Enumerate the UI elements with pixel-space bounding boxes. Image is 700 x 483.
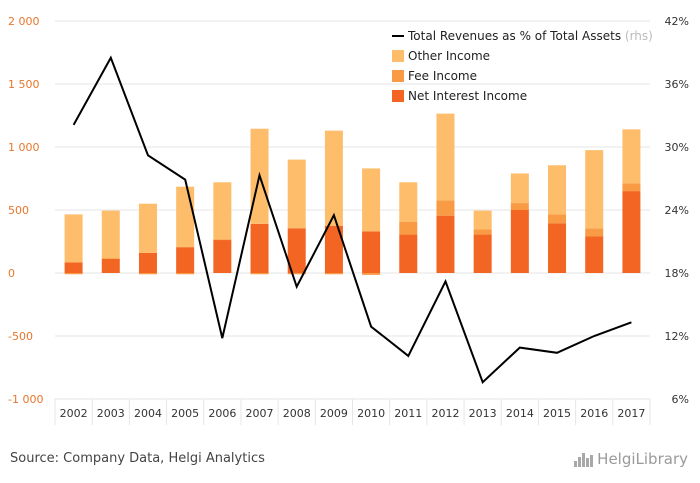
logo-text: HelgiLibrary	[597, 450, 688, 468]
bar-other-income	[436, 113, 455, 201]
x-tick-label: 2008	[283, 407, 311, 420]
bar-other-income	[622, 129, 641, 184]
logo-bars-icon	[574, 451, 594, 467]
source-note: Source: Company Data, Helgi Analytics	[10, 451, 265, 466]
bar-net-interest-income	[362, 231, 381, 273]
bar-other-income	[64, 214, 83, 263]
bar-net-interest-income	[324, 225, 343, 273]
y-tick-label-right: 12%	[665, 330, 689, 343]
helgi-library-logo: HelgiLibrary	[574, 450, 688, 468]
y-tick-label-right: 6%	[672, 393, 689, 406]
bar-fee-income	[622, 183, 641, 192]
bar-net-interest-income	[101, 258, 120, 273]
x-tick-label: 2005	[171, 407, 199, 420]
bar-net-interest-income	[436, 215, 455, 273]
bar-other-income	[101, 210, 120, 259]
bar-net-interest-income	[138, 252, 157, 273]
x-tick-label: 2014	[506, 407, 534, 420]
bar-net-interest-income	[510, 210, 529, 273]
line-total-revenues-pct-assets	[72, 55, 632, 384]
x-tick-label: 2012	[431, 407, 459, 420]
y-tick-label-left: -500	[8, 330, 33, 343]
y-tick-label-left: -1 000	[8, 393, 43, 406]
x-tick-label: 2017	[617, 407, 645, 420]
x-tick-label: 2013	[469, 407, 497, 420]
legend-label: Total Revenues as % of Total Assets (rhs…	[407, 29, 653, 43]
x-tick-label: 2015	[543, 407, 571, 420]
bar-net-interest-income	[250, 223, 269, 273]
y-tick-label-right: 18%	[665, 267, 689, 280]
y-tick-label-left: 2 000	[8, 15, 40, 28]
bar-fee-income	[510, 203, 529, 210]
y-tick-label-left: 0	[8, 267, 15, 280]
bar-net-interest-income	[473, 234, 492, 273]
bar-fee-income	[250, 273, 269, 275]
y-tick-label-left: 500	[8, 204, 29, 217]
legend-swatch	[392, 50, 404, 62]
bar-net-interest-income	[622, 191, 641, 273]
bar-fee-income	[64, 273, 83, 275]
bar-fee-income	[213, 239, 232, 241]
bar-other-income	[510, 173, 529, 204]
legend-swatch	[392, 90, 404, 102]
bar-other-income	[176, 186, 195, 248]
bar-other-income	[473, 210, 492, 230]
bar-net-interest-income	[213, 239, 232, 273]
legend-label: Other Income	[408, 49, 490, 63]
bar-other-income	[324, 130, 343, 226]
y-tick-label-right: 42%	[665, 15, 689, 28]
bar-other-income	[585, 150, 604, 229]
bar-other-income	[138, 203, 157, 253]
y-tick-label-left: 1 500	[8, 78, 40, 91]
bar-fee-income	[324, 273, 343, 275]
y-tick-label-right: 24%	[665, 204, 689, 217]
bar-other-income	[362, 168, 381, 232]
y-tick-label-right: 30%	[665, 141, 689, 154]
bar-net-interest-income	[548, 223, 567, 273]
bar-net-interest-income	[287, 228, 306, 273]
legend-label: Net Interest Income	[408, 89, 527, 103]
legend-rhs-suffix: (rhs)	[625, 29, 653, 43]
x-tick-label: 2011	[394, 407, 422, 420]
x-tick-label: 2016	[580, 407, 608, 420]
y-tick-label-left: 1 000	[8, 141, 40, 154]
bar-other-income	[548, 165, 567, 215]
legend-swatch	[392, 70, 404, 82]
bar-fee-income	[101, 258, 120, 260]
bar-fee-income	[436, 200, 455, 216]
x-tick-label: 2004	[134, 407, 162, 420]
bar-net-interest-income	[399, 234, 418, 273]
x-tick-label: 2009	[320, 407, 348, 420]
chart: 2 000 42% 1 500 36% 1 000 30% 500 24% 0 18% -500 12…	[8, 15, 689, 425]
bar-fee-income	[473, 229, 492, 235]
bar-fee-income	[287, 273, 306, 275]
x-tick-label: 2002	[60, 407, 88, 420]
y-tick-label-right: 36%	[665, 78, 689, 91]
bar-fee-income	[176, 273, 195, 275]
bar-fee-income	[399, 221, 418, 235]
bar-fee-income	[548, 214, 567, 224]
bar-net-interest-income	[64, 262, 83, 273]
x-tick-label: 2007	[246, 407, 274, 420]
bar-fee-income	[138, 273, 157, 275]
bar-fee-income	[362, 273, 381, 275]
x-tick-label: 2006	[208, 407, 236, 420]
x-tick-label: 2010	[357, 407, 385, 420]
x-tick-label: 2003	[97, 407, 125, 420]
bar-other-income	[287, 159, 306, 229]
bar-net-interest-income	[585, 236, 604, 273]
bar-other-income	[213, 182, 232, 240]
bar-fee-income	[585, 228, 604, 237]
legend-label: Fee Income	[408, 69, 477, 83]
bar-other-income	[399, 182, 418, 222]
bar-net-interest-income	[176, 247, 195, 273]
